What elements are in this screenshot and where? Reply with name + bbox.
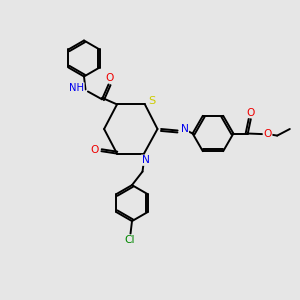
Text: NH: NH — [69, 83, 84, 93]
Text: S: S — [148, 96, 155, 106]
Text: N: N — [142, 155, 149, 165]
Text: O: O — [247, 107, 255, 118]
Text: O: O — [91, 145, 99, 155]
Text: Cl: Cl — [125, 235, 135, 245]
Text: O: O — [263, 129, 272, 139]
Text: N: N — [181, 124, 188, 134]
Text: O: O — [106, 73, 114, 83]
